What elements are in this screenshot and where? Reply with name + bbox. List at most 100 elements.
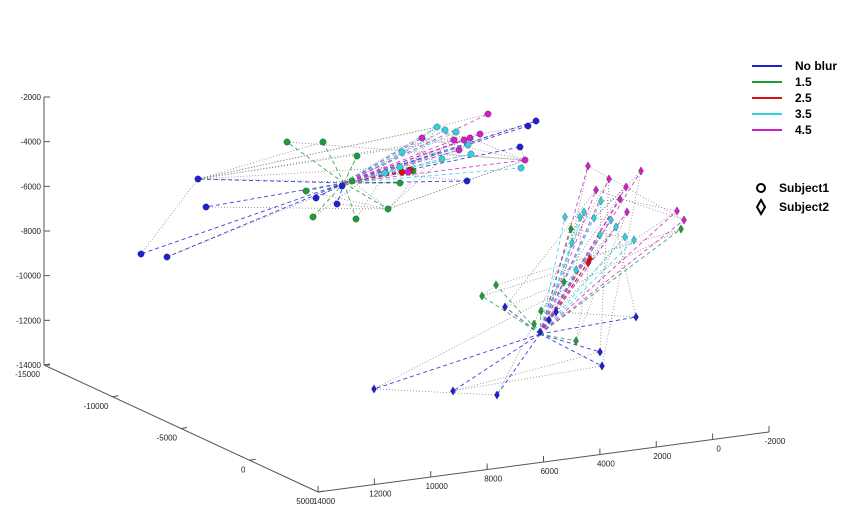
depth-tick	[43, 363, 51, 366]
series-dashed-line	[140, 182, 345, 255]
subject2-diamond-marker	[493, 280, 499, 290]
subject1-circle-marker	[455, 146, 463, 154]
subject1-circle-marker	[438, 155, 446, 163]
subject1-circle-marker	[418, 134, 426, 142]
subject1-circle-marker	[338, 182, 346, 190]
series-dashed-line	[539, 333, 601, 353]
series-dashed-line	[343, 167, 522, 184]
series-dashed-line	[539, 170, 642, 335]
subject2-diamond-marker	[597, 347, 603, 357]
legend-label: 4.5	[795, 123, 812, 137]
legend-marker-label: Subject2	[779, 200, 829, 214]
subject1-circle-marker	[396, 163, 404, 171]
subject2-diamond-marker	[674, 206, 680, 216]
subject2-diamond-marker	[568, 224, 574, 234]
subject2-diamond-marker	[569, 238, 575, 248]
gray-dotted-link	[387, 159, 526, 210]
series-dashed-line	[539, 165, 589, 335]
gray-dotted-link	[570, 228, 626, 238]
gray-dotted-link	[373, 388, 498, 396]
vertical-tick-label: -12000	[16, 316, 41, 325]
subject2-diamond-marker	[624, 207, 630, 217]
gray-dotted-link	[387, 158, 443, 210]
series-dashed-line	[539, 178, 610, 335]
gray-dotted-link	[452, 365, 603, 392]
gray-dotted-link	[387, 131, 457, 210]
subject1-circle-marker	[450, 136, 458, 144]
subject2-diamond-marker	[623, 182, 629, 192]
legend: No blur 1.5 2.5 3.5 4.5 Subject1 Subject2	[752, 59, 837, 217]
markers-group	[137, 110, 687, 400]
series-dashed-line	[539, 234, 601, 335]
subject2-diamond-marker	[537, 327, 543, 337]
gray-dotted-link	[436, 113, 489, 128]
subject1-circle-marker	[333, 200, 341, 208]
series-lines	[140, 113, 685, 396]
depth-tick-label: 5000	[296, 497, 314, 506]
subject2-diamond-marker	[597, 230, 603, 240]
gray-dotted-link	[481, 284, 497, 297]
series-dashed-line	[197, 178, 345, 184]
subject2-diamond-marker	[577, 212, 583, 222]
subject2-diamond-marker	[591, 213, 597, 223]
subject2-diamond-marker	[531, 319, 537, 329]
subject2-diamond-marker	[562, 212, 568, 222]
subject2-diamond-marker	[633, 312, 639, 322]
gray-dotted-link	[589, 239, 635, 260]
vertical-tick-label: -8000	[21, 227, 42, 236]
subject1-circle-marker	[441, 126, 449, 134]
series-dashed-line	[315, 182, 345, 199]
subject2-diamond-marker	[631, 235, 637, 245]
subject2-diamond-marker	[681, 215, 687, 225]
series-dashed-line	[343, 159, 526, 184]
series-dashed-line	[539, 198, 621, 335]
subject1-circle-marker	[398, 148, 406, 156]
gray-dotted-link	[540, 186, 627, 312]
subject2-diamond-marker	[587, 254, 593, 264]
series-dashed-line	[539, 333, 603, 367]
subject2-diamond-marker	[585, 161, 591, 171]
legend-label: 3.5	[795, 107, 812, 121]
gray-dotted-link	[305, 190, 389, 210]
subject2-diamond-marker	[494, 390, 500, 400]
gray-dotted-link	[595, 189, 685, 221]
subject1-circle-marker	[348, 177, 356, 185]
gray-dotted-link	[540, 226, 617, 312]
subject2-diamond-marker	[599, 361, 605, 371]
axes-group: -2000-4000-6000-8000-10000-12000-14000-1…	[15, 93, 786, 506]
subject2-diamond-marker	[606, 174, 612, 184]
gray-dotted-link	[555, 311, 637, 318]
series-dashed-line	[343, 120, 537, 184]
series-dashed-line	[539, 269, 577, 335]
subject1-circle-marker	[381, 169, 389, 177]
gray-dotted-link	[548, 236, 626, 321]
series-dashed-line	[373, 333, 541, 390]
depth-tick	[249, 458, 256, 461]
subject1-circle-marker	[517, 164, 525, 172]
series-dashed-line	[322, 141, 345, 184]
series-dashed-line	[343, 113, 489, 184]
subject2-diamond-marker	[479, 291, 485, 301]
gray-dotted-link	[615, 226, 637, 318]
subject2-diamond-marker	[581, 207, 587, 217]
subject2-diamond-marker	[622, 232, 628, 242]
subject1-circle-marker	[312, 194, 320, 202]
series-dashed-line	[539, 239, 635, 335]
subject1-circle-marker	[466, 134, 474, 142]
gray-dotted-link	[197, 139, 455, 180]
gray-dotted-link	[600, 198, 621, 202]
gray-dotted-link	[593, 170, 642, 219]
floor-tick-label: 8000	[484, 475, 502, 484]
gray-dotted-link	[496, 323, 535, 396]
floor-tick-label: 2000	[653, 452, 671, 461]
circle-icon	[756, 183, 766, 193]
subject1-circle-marker	[452, 128, 460, 136]
series-dashed-line	[286, 141, 345, 184]
subject1-circle-marker	[283, 138, 291, 146]
vertical-tick-label: -6000	[21, 182, 42, 191]
depth-tick	[317, 490, 325, 493]
gray-dotted-link	[197, 141, 324, 180]
floor-tick-label: 12000	[369, 490, 392, 499]
subject1-circle-marker	[137, 250, 145, 258]
